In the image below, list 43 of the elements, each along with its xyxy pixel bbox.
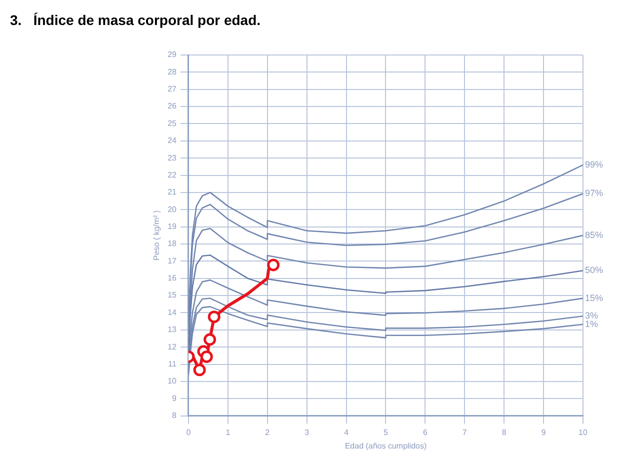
y-tick-label: 27 — [168, 84, 178, 94]
x-tick-label: 8 — [502, 428, 507, 437]
x-tick-label: 10 — [578, 428, 588, 437]
x-axis-title: Edad (años cumplidos) — [344, 441, 427, 450]
x-tick-label: 9 — [541, 428, 546, 437]
x-tick-label: 2 — [265, 428, 270, 437]
y-tick-label: 22 — [168, 170, 178, 180]
y-tick-label: 14 — [168, 308, 178, 317]
chart-title: 3. Índice de masa corporal por edad. — [10, 12, 261, 28]
series-label: 85% — [585, 230, 604, 240]
series-label: 99% — [585, 159, 604, 170]
x-tick-label: 0 — [186, 428, 192, 437]
y-tick-label: 28 — [168, 67, 178, 76]
y-tick-label: 26 — [168, 102, 178, 111]
x-tick-label: 3 — [304, 428, 310, 437]
series-label: 3% — [585, 310, 598, 321]
y-tick-label: 12 — [168, 342, 178, 352]
y-tick-label: 15 — [168, 290, 178, 300]
series-label: 50% — [585, 265, 604, 276]
y-axis-title: Peso ( kg/m² ) — [152, 210, 162, 261]
x-tick-label: 6 — [422, 428, 428, 437]
y-tick-label: 29 — [168, 50, 178, 60]
y-tick-label: 10 — [168, 376, 178, 386]
y-tick-label: 13 — [168, 325, 178, 334]
y-tick-label: 8 — [172, 411, 178, 420]
y-tick-label: 20 — [168, 204, 178, 214]
y-tick-label: 11 — [168, 359, 178, 368]
x-tick-label: 4 — [344, 428, 350, 437]
y-tick-label: 19 — [168, 222, 178, 232]
x-tick-label: 7 — [462, 428, 468, 437]
x-tick-label: 5 — [384, 428, 389, 437]
y-tick-label: 18 — [168, 239, 178, 248]
series-label: 97% — [585, 188, 604, 198]
y-tick-label: 24 — [168, 136, 178, 146]
y-tick-label: 23 — [168, 153, 178, 162]
y-tick-label: 9 — [172, 394, 178, 403]
y-tick-label: 21 — [168, 188, 178, 197]
series-label: 15% — [585, 292, 604, 303]
series-label: 1% — [585, 318, 598, 329]
y-tick-label: 17 — [168, 256, 178, 266]
y-tick-label: 25 — [168, 118, 178, 128]
y-tick-label: 16 — [168, 274, 178, 283]
x-tick-label: 1 — [226, 428, 231, 437]
